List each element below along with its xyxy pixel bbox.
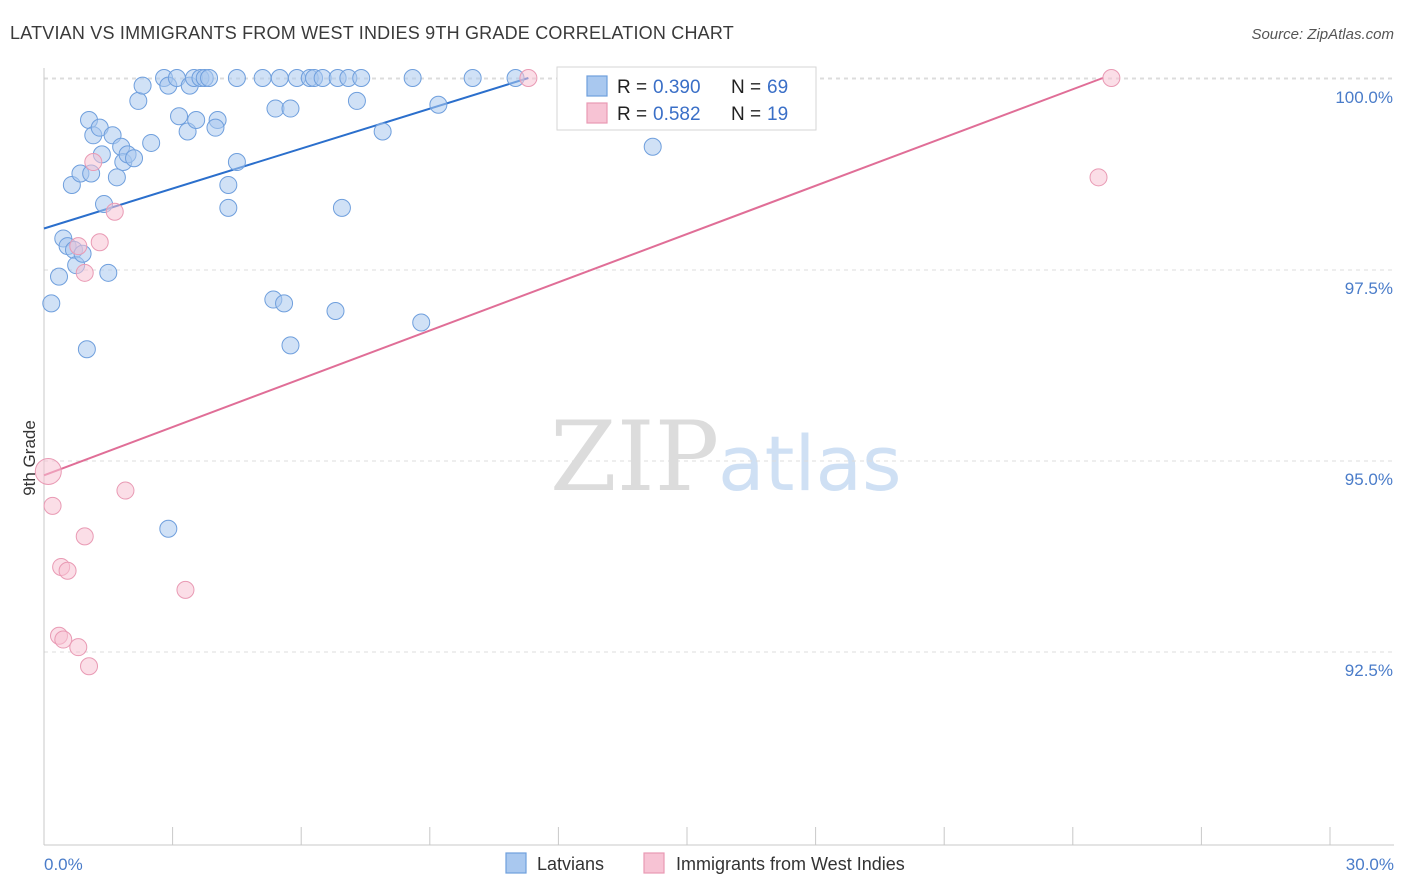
y-tick-label: 100.0% [1335, 88, 1393, 107]
trend-line-latvians [43, 77, 529, 230]
point-west-indies [80, 657, 99, 676]
chart-title: LATVIAN VS IMMIGRANTS FROM WEST INDIES 9… [10, 23, 734, 43]
point-west-indies [75, 263, 94, 282]
point-latvians [281, 336, 300, 355]
point-latvians [270, 69, 289, 87]
trend-lines [43, 77, 1104, 477]
legend-n-label-2: N = [731, 104, 761, 125]
point-latvians [326, 302, 345, 321]
legend-n-value-1: 69 [767, 77, 788, 98]
point-west-indies [1102, 69, 1121, 87]
point-latvians [412, 313, 431, 332]
point-latvians [219, 198, 238, 217]
axes: 100.0% 97.5% 95.0% 92.5% [43, 68, 1394, 846]
point-west-indies [116, 481, 135, 500]
legend-r-label-1: R = [617, 77, 647, 98]
point-latvians [313, 69, 332, 87]
point-latvians [253, 69, 272, 87]
point-west-indies [69, 237, 88, 256]
point-latvians [429, 95, 448, 114]
point-latvians [77, 340, 96, 359]
point-latvians [281, 99, 300, 118]
watermark-atlas: atlas [718, 419, 902, 508]
point-west-indies [176, 580, 195, 599]
point-latvians [42, 294, 61, 313]
point-west-indies [519, 69, 538, 87]
point-latvians [159, 519, 178, 538]
x-tick-label-right: 30.0% [1346, 855, 1394, 874]
legend-r-label-2: R = [617, 104, 647, 125]
legend-n-label-1: N = [731, 77, 761, 98]
legend-swatch-pink [586, 102, 608, 124]
point-west-indies [1089, 168, 1108, 187]
point-latvians [142, 133, 161, 152]
y-tick-label: 97.5% [1345, 279, 1393, 298]
point-latvians [227, 153, 246, 172]
point-west-indies [105, 202, 124, 221]
point-latvians [219, 175, 238, 194]
trend-line-west-indies [43, 77, 1104, 477]
legend-r-value-1: 0.390 [653, 77, 701, 98]
point-latvians [643, 137, 662, 156]
legend-swatch-blue [586, 75, 608, 97]
point-latvians [403, 69, 422, 87]
y-axis-label: 9th Grade [20, 420, 39, 496]
x-tick-label-left: 0.0% [44, 855, 83, 874]
point-latvians [463, 69, 482, 87]
point-latvians [275, 294, 294, 313]
legend-n-value-2: 19 [767, 104, 788, 125]
point-latvians [373, 122, 392, 141]
stats-legend: R = 0.390 N = 69 R = 0.582 N = 19 [556, 66, 817, 131]
grid [44, 77, 1394, 653]
point-west-indies [58, 561, 77, 580]
point-latvians [352, 69, 371, 87]
point-latvians [206, 118, 225, 137]
data-points [34, 69, 1121, 676]
point-west-indies [54, 630, 73, 649]
point-latvians [170, 107, 189, 126]
point-latvians [99, 263, 118, 282]
y-tick-label: 95.0% [1345, 470, 1393, 489]
point-latvians [50, 267, 69, 286]
point-latvians [187, 111, 206, 130]
point-west-indies [75, 527, 94, 546]
point-latvians [133, 76, 152, 95]
y-tick-label: 92.5% [1345, 661, 1393, 680]
point-west-indies [69, 638, 88, 657]
series-legend-swatch-west-indies [643, 852, 665, 874]
series-legend: Latvians Immigrants from West Indies [505, 852, 905, 874]
point-latvians [129, 91, 148, 110]
point-west-indies [43, 496, 62, 515]
source-label: Source: ZipAtlas.com [1251, 26, 1394, 43]
series-legend-latvians: Latvians [537, 854, 604, 874]
point-west-indies [84, 153, 103, 172]
point-latvians [266, 99, 285, 118]
point-latvians [107, 168, 126, 187]
point-west-indies [34, 457, 62, 485]
point-latvians [125, 149, 144, 168]
series-legend-west-indies: Immigrants from West Indies [676, 854, 905, 874]
watermark-zip: ZIP [550, 401, 719, 513]
series-legend-swatch-latvians [505, 852, 527, 874]
point-latvians [200, 69, 219, 87]
point-latvians [347, 91, 366, 110]
point-latvians [332, 198, 351, 217]
point-latvians [227, 69, 246, 87]
point-west-indies [90, 233, 109, 252]
legend-r-value-2: 0.582 [653, 104, 701, 125]
